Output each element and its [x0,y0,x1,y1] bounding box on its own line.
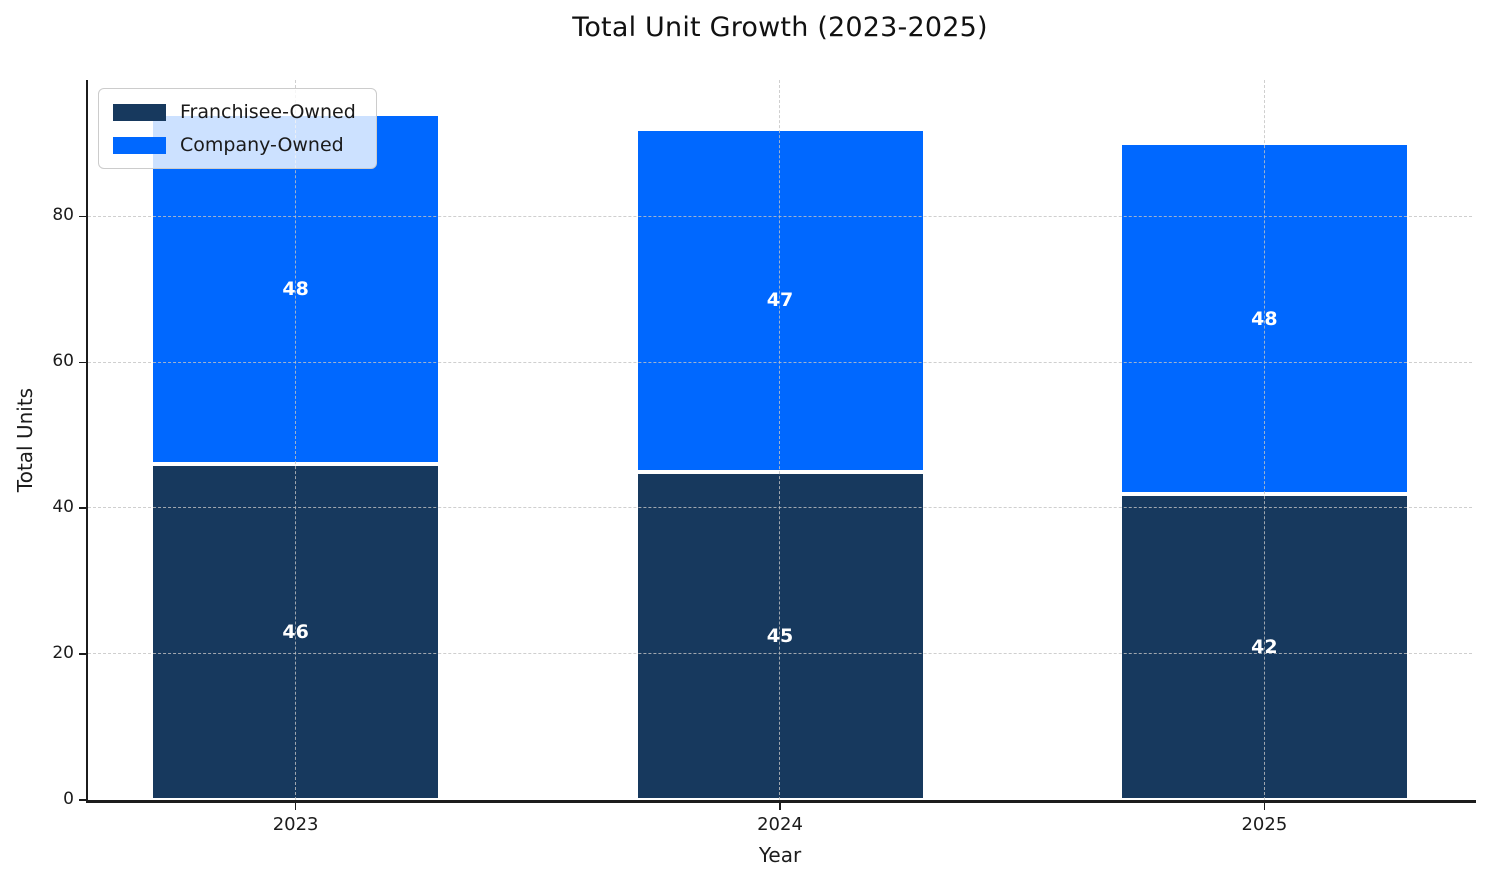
bar-value-label: 48 [1251,307,1278,330]
y-axis-label-text: Total Units [13,387,38,493]
y-axis-spine [85,80,88,803]
x-axis-label: Year [758,843,802,867]
y-tick-label: 20 [52,643,74,664]
x-tick-label: 2023 [272,814,319,835]
x-tick-label: 2025 [1241,814,1288,835]
legend-label: Franchisee-Owned [180,101,356,123]
y-tick-label: 60 [52,351,74,372]
y-tick-label: 40 [52,497,74,518]
x-tick-mark [294,803,297,810]
y-tick-mark [78,653,86,655]
x-tick-mark [1263,803,1266,810]
legend: Franchisee-Owned Company-Owned [98,88,377,169]
gridline-vertical [294,80,296,800]
gridline-vertical [779,80,781,800]
x-tick-label: 2024 [757,814,803,835]
legend-swatch-company-owned [113,136,166,154]
legend-item-company-owned: Company-Owned [113,134,356,156]
x-tick-mark [779,803,781,810]
y-tick-mark [78,215,86,218]
y-tick-label: 0 [63,789,74,809]
y-tick-mark [78,507,86,509]
x-axis-spine [85,800,1476,803]
legend-label: Company-Owned [180,134,344,156]
plot-area: 46 48 45 47 42 48 [88,80,1472,800]
bar-value-label: 45 [766,624,794,647]
bar-value-label: 46 [282,621,309,644]
bar-value-label: 47 [766,289,794,312]
bar-value-label: 42 [1251,635,1278,658]
y-axis-label: Total Units [8,80,42,800]
legend-swatch-franchisee-owned [113,103,166,121]
y-tick-label: 80 [52,205,74,226]
gridline-vertical [1263,80,1265,800]
y-tick-mark [78,799,86,801]
y-tick-mark [78,361,86,364]
chart-title: Total Unit Growth (2023-2025) [572,12,988,43]
bar-value-label: 48 [282,278,309,301]
legend-item-franchisee-owned: Franchisee-Owned [113,101,356,123]
